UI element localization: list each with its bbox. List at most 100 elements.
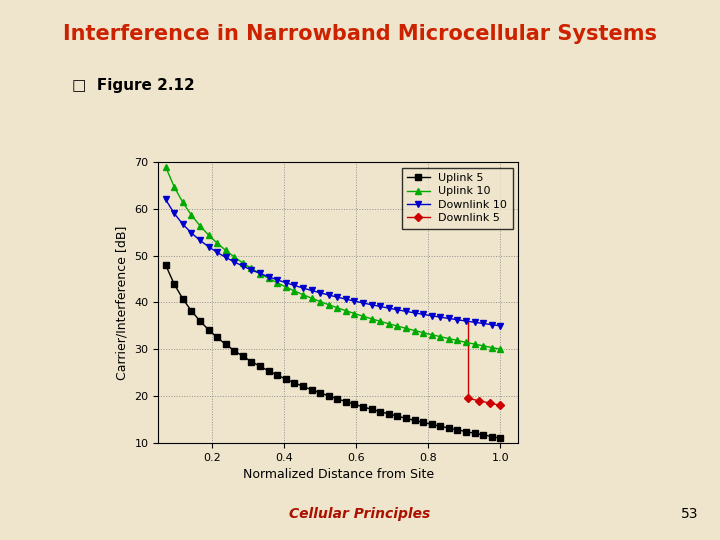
Uplink 10 — [487, 345, 496, 351]
Uplink 5 — [487, 433, 496, 440]
Downlink 10 — [496, 322, 505, 329]
Uplink 5 — [230, 347, 238, 354]
Uplink 5 — [204, 327, 213, 333]
Downlink 10 — [230, 259, 238, 265]
Uplink 10 — [393, 323, 402, 329]
Text: Interference in Narrowband Microcellular Systems: Interference in Narrowband Microcellular… — [63, 24, 657, 44]
Downlink 10 — [282, 280, 290, 286]
Uplink 5 — [161, 262, 170, 268]
Downlink 10 — [350, 298, 359, 305]
Downlink 10 — [410, 309, 419, 316]
Downlink 10 — [333, 294, 341, 300]
Downlink 10 — [170, 210, 179, 217]
Text: Cellular Principles: Cellular Principles — [289, 507, 431, 521]
Uplink 5 — [221, 341, 230, 348]
Uplink 5 — [436, 423, 445, 429]
Uplink 5 — [316, 390, 325, 396]
Uplink 10 — [333, 305, 341, 311]
Uplink 10 — [462, 339, 470, 346]
Uplink 10 — [376, 318, 384, 325]
Uplink 5 — [299, 383, 307, 389]
Downlink 10 — [376, 303, 384, 310]
Downlink 10 — [359, 300, 367, 306]
Uplink 5 — [282, 376, 290, 382]
Uplink 10 — [479, 342, 487, 349]
Uplink 10 — [273, 280, 282, 286]
Downlink 10 — [462, 318, 470, 325]
Downlink 10 — [444, 315, 453, 322]
Uplink 10 — [187, 212, 196, 218]
Downlink 10 — [402, 308, 410, 315]
Downlink 10 — [487, 321, 496, 328]
Uplink 5 — [419, 419, 428, 426]
Uplink 5 — [307, 387, 316, 393]
Uplink 10 — [299, 292, 307, 298]
Uplink 10 — [256, 271, 264, 277]
Uplink 10 — [230, 254, 238, 260]
Uplink 5 — [350, 401, 359, 408]
Uplink 5 — [359, 403, 367, 410]
Downlink 10 — [273, 276, 282, 283]
Uplink 5 — [496, 435, 505, 441]
Uplink 5 — [367, 406, 376, 413]
Downlink 10 — [256, 270, 264, 276]
Uplink 10 — [384, 321, 393, 327]
Uplink 10 — [290, 288, 299, 294]
Uplink 10 — [204, 232, 213, 238]
Uplink 5 — [290, 380, 299, 386]
Downlink 10 — [221, 254, 230, 261]
Downlink 10 — [341, 296, 350, 302]
Uplink 10 — [196, 222, 204, 229]
Downlink 5 — [485, 400, 494, 406]
Uplink 5 — [273, 372, 282, 379]
Downlink 10 — [264, 273, 273, 280]
Uplink 10 — [213, 240, 222, 246]
Downlink 10 — [325, 292, 333, 298]
Downlink 10 — [367, 301, 376, 308]
Uplink 10 — [238, 260, 247, 266]
Uplink 5 — [213, 334, 222, 341]
Uplink 5 — [187, 308, 196, 314]
Uplink 10 — [316, 298, 325, 305]
Downlink 5 — [496, 402, 505, 409]
Uplink 5 — [264, 368, 273, 374]
Uplink 10 — [325, 301, 333, 308]
Downlink 10 — [247, 267, 256, 273]
Downlink 10 — [316, 289, 325, 296]
Uplink 5 — [402, 415, 410, 422]
Uplink 5 — [256, 363, 264, 369]
Uplink 10 — [402, 325, 410, 332]
Line: Downlink 10: Downlink 10 — [162, 196, 504, 329]
Uplink 5 — [376, 408, 384, 415]
Uplink 5 — [444, 425, 453, 431]
Line: Uplink 5: Uplink 5 — [163, 262, 503, 441]
Uplink 5 — [410, 417, 419, 423]
Uplink 10 — [453, 338, 462, 344]
Uplink 5 — [393, 413, 402, 420]
Uplink 5 — [247, 359, 256, 365]
Uplink 10 — [436, 333, 445, 340]
Uplink 10 — [282, 284, 290, 290]
Uplink 10 — [444, 335, 453, 342]
Uplink 5 — [170, 281, 179, 287]
Downlink 10 — [187, 230, 196, 236]
Uplink 5 — [462, 428, 470, 435]
Legend: Uplink 5, Uplink 10, Downlink 10, Downlink 5: Uplink 5, Uplink 10, Downlink 10, Downli… — [402, 167, 513, 228]
Uplink 10 — [221, 247, 230, 254]
Uplink 5 — [196, 318, 204, 324]
Downlink 10 — [479, 320, 487, 327]
Uplink 10 — [341, 307, 350, 314]
Uplink 10 — [170, 184, 179, 190]
Downlink 10 — [419, 311, 428, 318]
Uplink 10 — [470, 341, 479, 347]
Uplink 5 — [238, 353, 247, 360]
Line: Downlink 5: Downlink 5 — [465, 396, 503, 408]
Uplink 5 — [325, 393, 333, 399]
Uplink 5 — [384, 411, 393, 417]
Uplink 5 — [333, 396, 341, 402]
Uplink 10 — [264, 275, 273, 281]
Uplink 5 — [470, 430, 479, 436]
Downlink 10 — [196, 237, 204, 244]
Uplink 10 — [410, 327, 419, 334]
Uplink 10 — [359, 313, 367, 320]
